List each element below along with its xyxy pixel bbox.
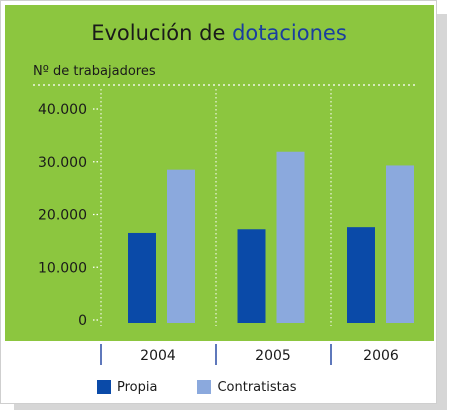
chart-title-main: Evolución de [91, 21, 225, 45]
legend-label: Propia [117, 379, 158, 395]
bar-contratistas-2005 [276, 151, 305, 323]
y-tick-label: 30.000 [38, 155, 87, 171]
chart-title: Evolución de dotaciones [91, 21, 347, 45]
legend-item: Contratistas [197, 380, 296, 395]
legend-label: Contratistas [217, 379, 297, 395]
bar-propia-2005 [237, 229, 266, 323]
chart-title-accent: dotaciones [232, 21, 347, 45]
legend-swatch [197, 380, 212, 394]
legend: Propia Contratistas [97, 379, 336, 395]
legend-item: Propia [97, 380, 157, 395]
y-axis-label: Nº de trabajadores [33, 64, 156, 79]
grid-layer [93, 89, 332, 365]
legend-swatch [97, 380, 111, 394]
x-category-label: 2004 [140, 348, 176, 364]
y-ticks: 0 10.000 20.000 30.000 40.000 [38, 102, 87, 329]
bar-chart: Evolución de dotaciones Nº de trabajador… [33, 21, 417, 365]
bar-propia-2006 [347, 227, 375, 323]
bar-propia-2004 [128, 232, 156, 323]
x-categories: 2004 2005 2006 [140, 348, 399, 364]
chart-card: Evolución de dotaciones Nº de trabajador… [0, 0, 437, 404]
y-tick-label: 40.000 [38, 102, 87, 118]
x-category-label: 2006 [363, 348, 399, 364]
bars-layer [128, 151, 414, 323]
x-category-label: 2005 [255, 348, 291, 364]
y-tick-label: 10.000 [38, 260, 87, 276]
bar-contratistas-2006 [386, 165, 414, 323]
bar-contratistas-2004 [167, 169, 195, 323]
y-tick-label: 20.000 [38, 208, 87, 224]
y-tick-label: 0 [78, 313, 87, 329]
